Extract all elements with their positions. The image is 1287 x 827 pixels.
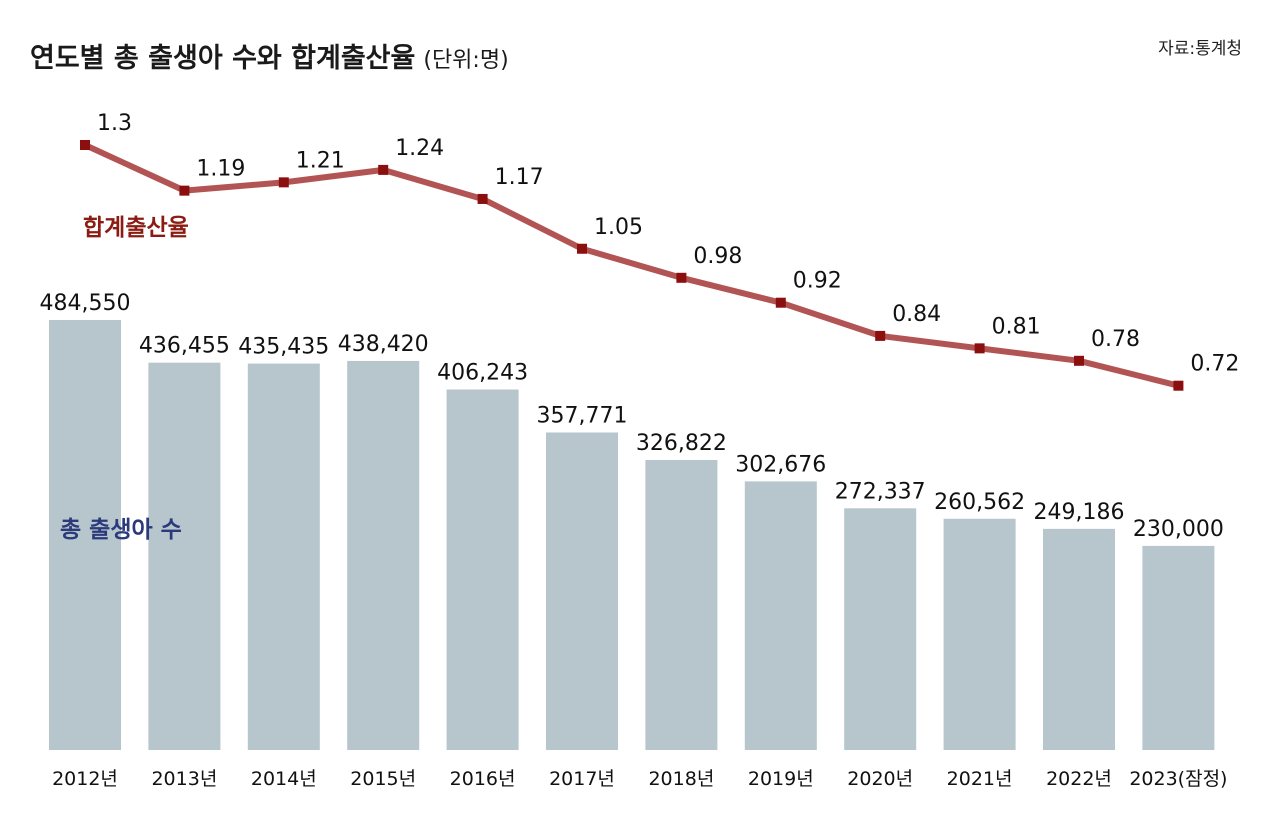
x-tick-label-8: 2020년 — [847, 768, 913, 790]
bar-value-label-6: 326,822 — [636, 431, 727, 456]
line-value-label-9: 0.81 — [992, 314, 1041, 339]
line-value-labels: 1.3 1.19 1.21 1.24 1.17 1.05 0.98 0.92 0.84 0.81 0… — [97, 111, 1239, 377]
bar-3 — [347, 360, 420, 750]
bar-value-label-7: 302,676 — [735, 452, 826, 477]
bar-value-label-10: 249,186 — [1034, 500, 1125, 525]
bar-0 — [49, 320, 121, 750]
line-point-11 — [1173, 380, 1184, 391]
line-point-0 — [80, 140, 90, 150]
line-point-8 — [875, 330, 886, 341]
x-tick-label-4: 2016년 — [450, 768, 516, 790]
x-axis-ticks: 2012년 2013년 2014년 2015년 2016년 2017년 2018년 2019년… — [52, 768, 1227, 790]
bar-value-label-4: 406,243 — [437, 360, 528, 385]
x-tick-label-5: 2017년 — [549, 768, 615, 790]
chart-title-text: 연도별 총 출생아 수와 합계출산율 — [30, 43, 416, 74]
bar-series — [49, 320, 1215, 750]
x-tick-label-3: 2015년 — [350, 768, 416, 790]
line-value-label-0: 1.3 — [97, 111, 132, 136]
bar-11 — [1142, 545, 1215, 750]
line-value-label-4: 1.17 — [495, 165, 544, 190]
line-value-label-6: 0.98 — [693, 244, 742, 269]
line-point-6 — [676, 272, 687, 283]
line-point-4 — [477, 193, 488, 204]
line-series — [80, 140, 1184, 391]
line-value-label-2: 1.21 — [296, 148, 345, 173]
line-value-label-8: 0.84 — [892, 302, 941, 327]
x-tick-label-11: 2023(잠정) — [1129, 768, 1227, 790]
x-tick-label-9: 2021년 — [947, 768, 1013, 790]
bar-8 — [844, 508, 917, 750]
chart-unit: (단위:명) — [423, 48, 509, 73]
bar-2 — [247, 363, 320, 750]
x-tick-label-1: 2013년 — [151, 768, 217, 790]
line-value-label-7: 0.92 — [793, 269, 842, 294]
bar-7 — [744, 481, 817, 750]
x-tick-label-10: 2022년 — [1046, 768, 1112, 790]
x-tick-label-0: 2012년 — [52, 768, 118, 790]
line-path — [83, 142, 1180, 389]
line-point-1 — [179, 185, 190, 196]
bar-value-label-0: 484,550 — [40, 291, 131, 316]
x-tick-label-7: 2019년 — [748, 768, 814, 790]
line-point-5 — [577, 243, 587, 254]
line-value-label-1: 1.19 — [196, 157, 245, 182]
bar-value-label-8: 272,337 — [835, 479, 926, 504]
chart-title: 연도별 총 출생아 수와 합계출산율 (단위:명) — [30, 36, 509, 75]
bar-value-label-3: 438,420 — [338, 332, 429, 357]
line-point-10 — [1074, 355, 1084, 366]
bar-value-label-5: 357,771 — [537, 404, 628, 429]
x-tick-label-2: 2014년 — [251, 768, 317, 790]
chart-source: 자료:통계청 — [1158, 39, 1242, 59]
bar-4 — [446, 389, 519, 750]
bar-6 — [645, 459, 718, 750]
bar-5 — [546, 432, 618, 750]
bar-9 — [943, 518, 1016, 750]
bar-value-label-2: 435,435 — [238, 335, 329, 360]
line-series-label: 합계출산율 — [83, 215, 189, 241]
bar-value-labels: 484,550 436,455 435,435 438,420 406,243 357,7… — [40, 291, 1224, 542]
line-value-label-11: 0.72 — [1190, 352, 1239, 377]
bar-1 — [148, 362, 221, 750]
bar-series-label: 총 출생아 수 — [60, 517, 182, 543]
bar-value-label-1: 436,455 — [139, 334, 230, 359]
line-value-label-5: 1.05 — [594, 215, 643, 240]
bar-value-label-11: 230,000 — [1133, 517, 1224, 542]
line-point-9 — [974, 343, 985, 354]
bar-value-label-9: 260,562 — [934, 490, 1025, 515]
bar-10 — [1043, 528, 1115, 750]
line-point-2 — [278, 177, 289, 188]
x-tick-label-6: 2018년 — [648, 768, 714, 790]
line-value-label-10: 0.78 — [1091, 327, 1140, 352]
line-point-7 — [775, 297, 786, 308]
line-value-label-3: 1.24 — [395, 136, 444, 161]
line-point-3 — [378, 164, 389, 175]
